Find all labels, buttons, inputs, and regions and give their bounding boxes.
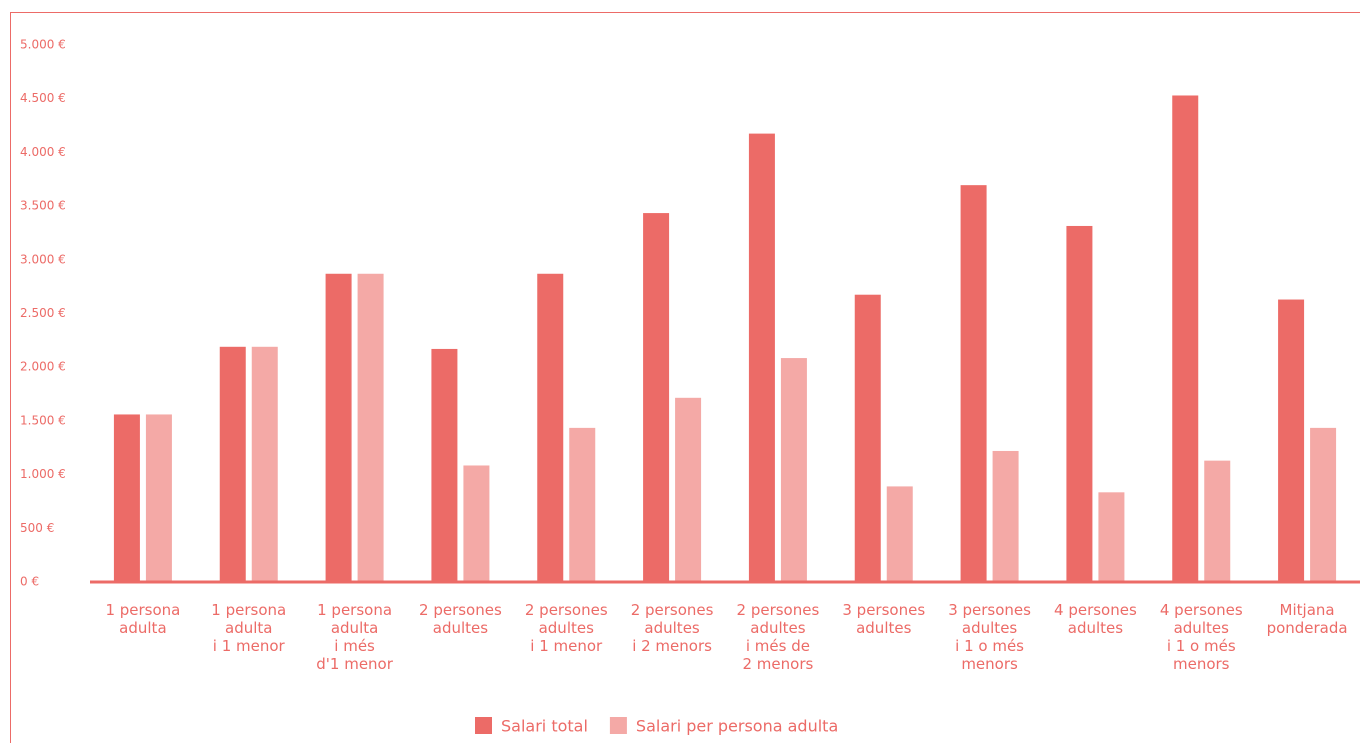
bar bbox=[1066, 225, 1093, 582]
y-tick-label: 2.500 € bbox=[20, 306, 66, 320]
y-tick-label: 4.500 € bbox=[20, 91, 66, 105]
bar bbox=[113, 414, 140, 582]
x-tick-label: 3 persones adultes i 1 o més menors bbox=[948, 601, 1031, 673]
bar bbox=[251, 346, 278, 582]
bar bbox=[643, 213, 670, 582]
bar bbox=[748, 133, 775, 583]
bar bbox=[463, 465, 490, 582]
x-tick-label: 4 persones adultes bbox=[1054, 601, 1137, 637]
x-tick-label: 2 persones adultes i més de 2 menors bbox=[737, 601, 820, 673]
y-tick-label: 4.000 € bbox=[20, 145, 66, 159]
x-tick-label: 3 persones adultes bbox=[842, 601, 925, 637]
y-tick-label: 2.000 € bbox=[20, 360, 66, 374]
bar bbox=[960, 185, 987, 583]
y-tick-label: 1.500 € bbox=[20, 413, 66, 427]
bar bbox=[325, 273, 352, 582]
bar bbox=[1278, 299, 1305, 582]
y-tick-label: 0 € bbox=[20, 575, 39, 589]
y-tick-label: 3.000 € bbox=[20, 252, 66, 266]
y-tick-label: 1.000 € bbox=[20, 467, 66, 481]
y-tick-label: 5.000 € bbox=[20, 38, 66, 52]
bar bbox=[357, 273, 384, 582]
bar bbox=[145, 414, 172, 582]
x-tick-label: Mitjana ponderada bbox=[1267, 601, 1348, 637]
legend-swatch bbox=[475, 717, 492, 734]
bar bbox=[854, 294, 881, 582]
bar bbox=[537, 273, 564, 582]
bar bbox=[431, 348, 458, 582]
y-tick-label: 3.500 € bbox=[20, 199, 66, 213]
x-tick-label: 1 persona adulta i 1 menor bbox=[211, 601, 286, 655]
bar bbox=[780, 358, 807, 582]
legend-label: Salari per persona adulta bbox=[636, 717, 838, 736]
bar bbox=[886, 486, 913, 582]
legend-label: Salari total bbox=[501, 717, 588, 736]
bar bbox=[675, 397, 702, 582]
x-tick-label: 2 persones adultes bbox=[419, 601, 502, 637]
x-tick-label: 2 persones adultes i 1 menor bbox=[525, 601, 608, 655]
bar bbox=[1204, 460, 1231, 582]
legend-swatch bbox=[609, 717, 627, 734]
bar bbox=[569, 427, 596, 582]
bar bbox=[219, 346, 246, 582]
bar bbox=[1172, 95, 1199, 582]
x-tick-label: 4 persones adultes i 1 o més menors bbox=[1160, 601, 1243, 673]
x-tick-label: 1 persona adulta i més d'1 menor bbox=[316, 601, 393, 673]
bar bbox=[992, 450, 1019, 582]
bar bbox=[1098, 492, 1125, 582]
x-tick-label: 2 persones adultes i 2 menors bbox=[631, 601, 714, 655]
y-tick-label: 500 € bbox=[20, 521, 54, 535]
bar bbox=[1310, 427, 1337, 582]
x-tick-label: 1 persona adulta bbox=[105, 601, 180, 637]
